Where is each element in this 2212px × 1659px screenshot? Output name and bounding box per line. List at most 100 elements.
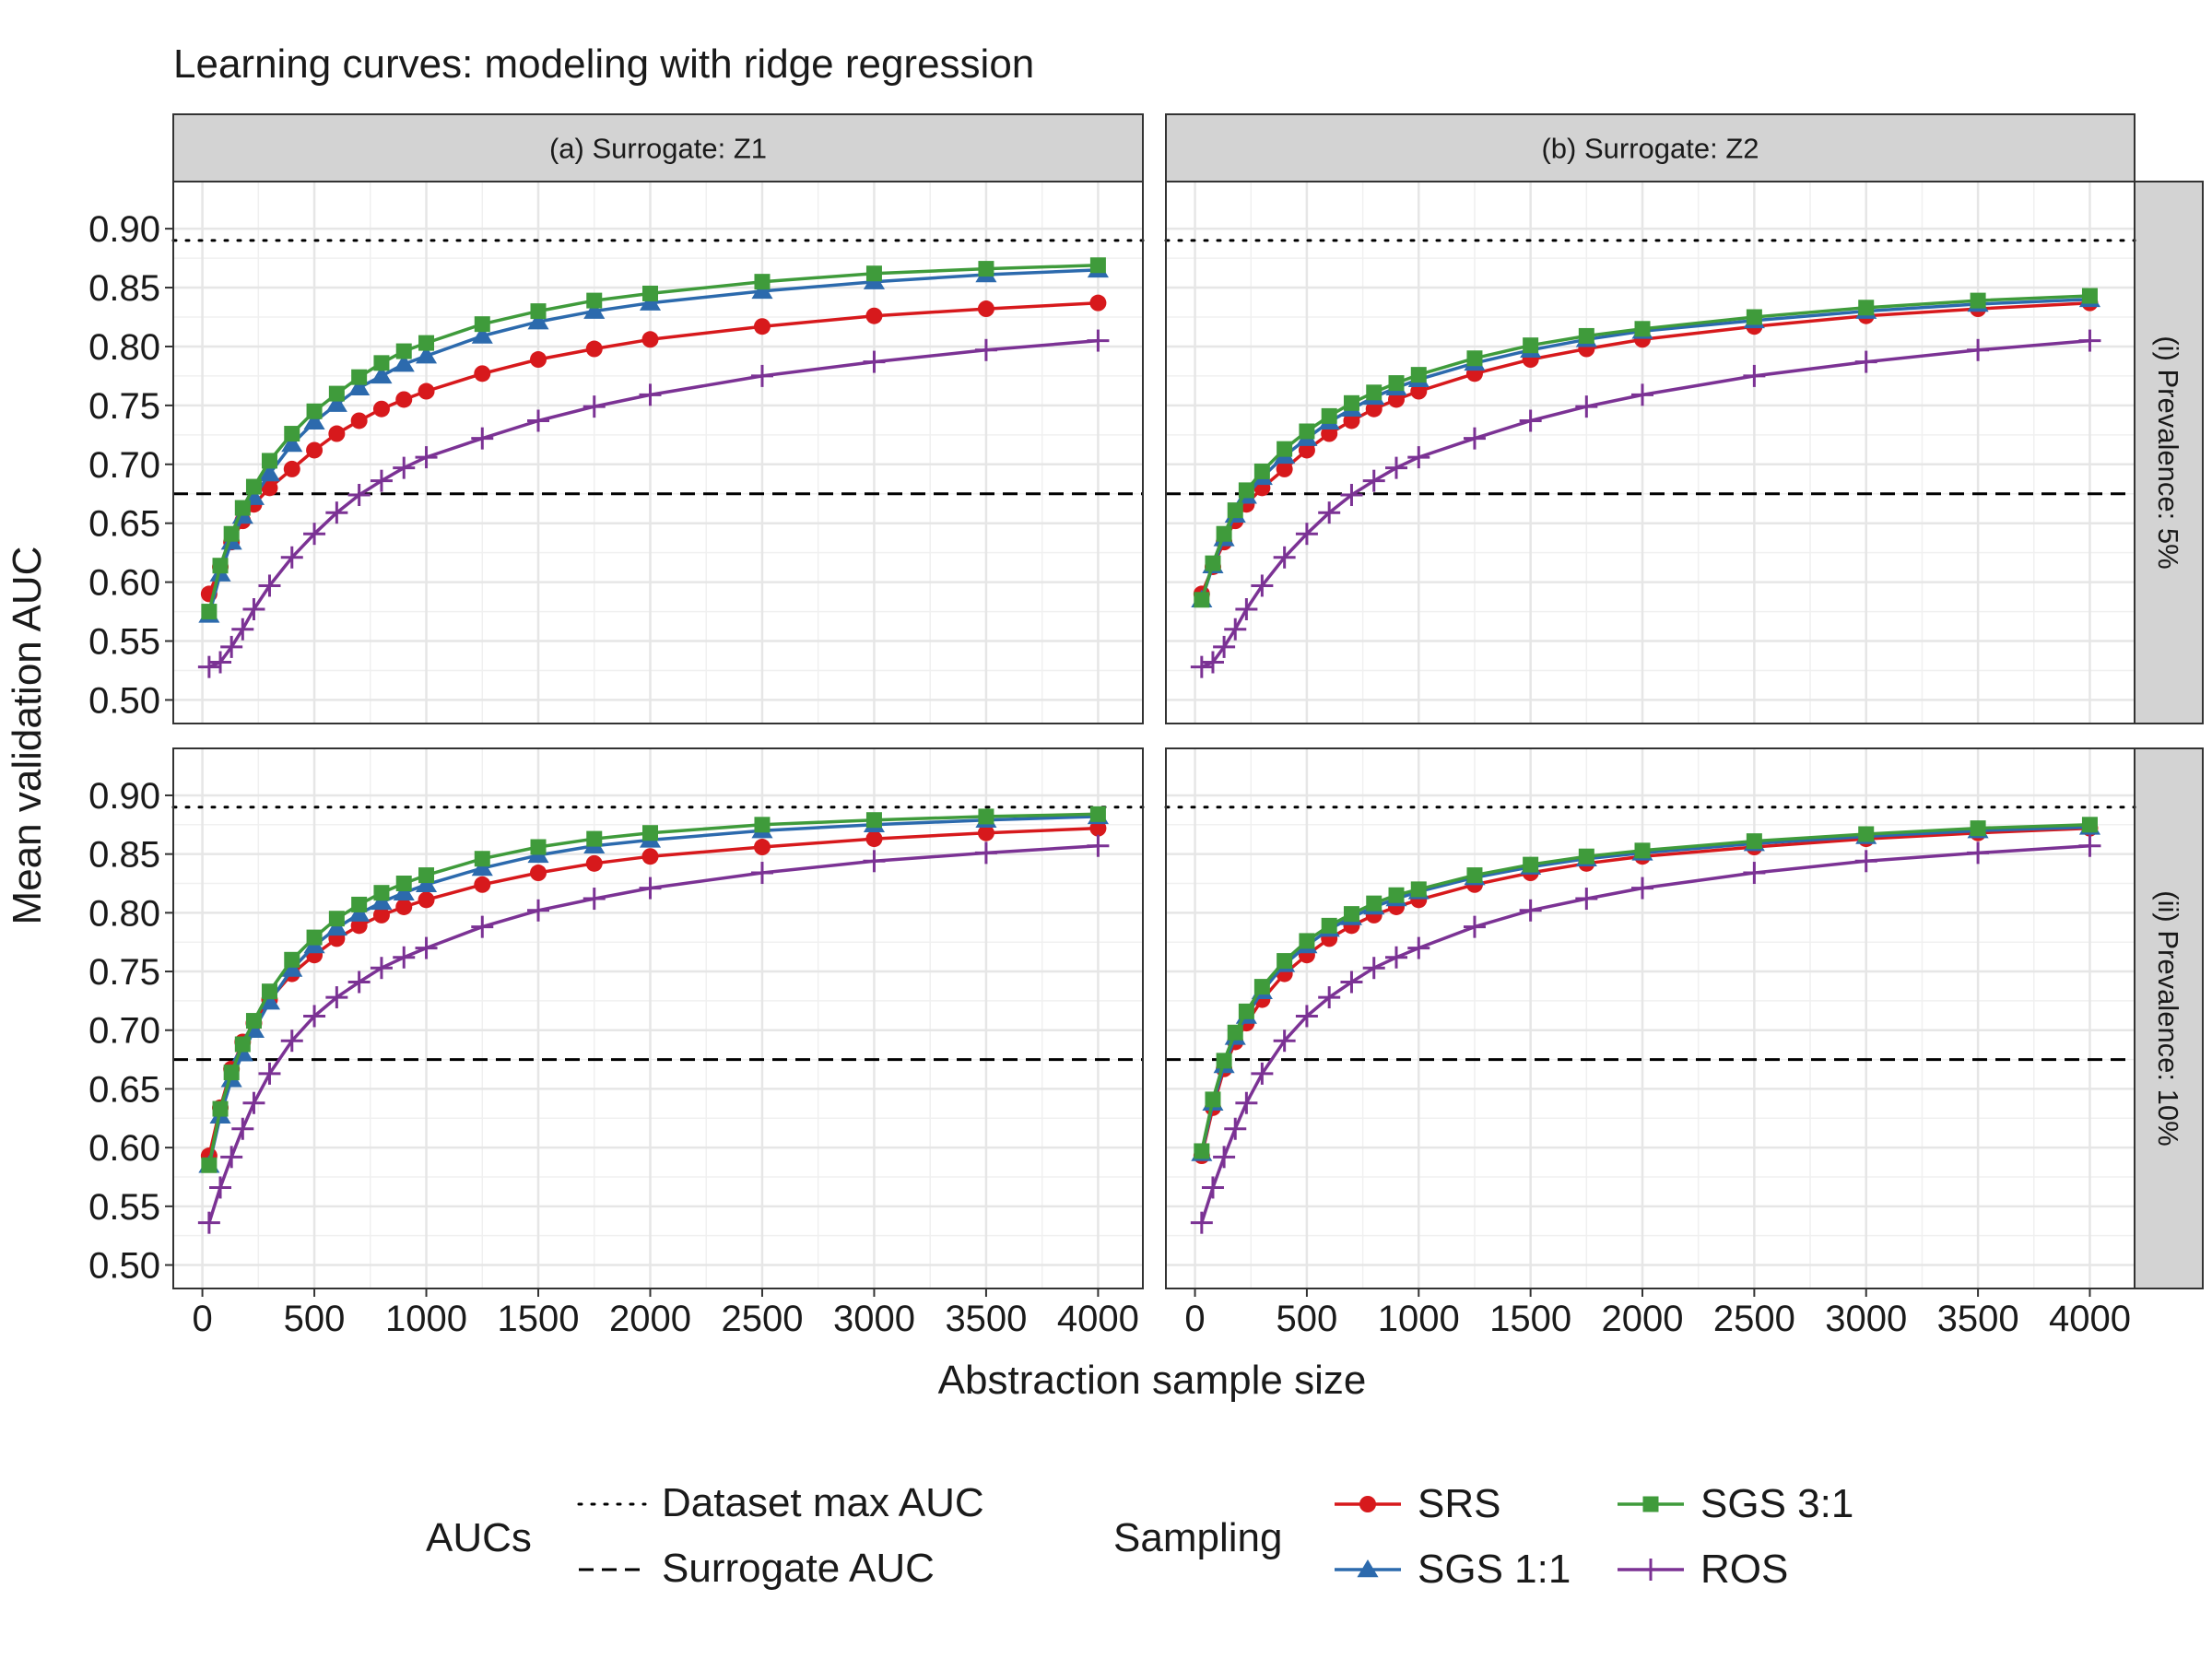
x-tick-label: 0	[1184, 1299, 1205, 1339]
y-tick-label: 0.80	[88, 893, 160, 934]
panel-3-ros-point	[393, 946, 416, 969]
y-tick-label: 0.70	[88, 1011, 160, 1052]
panel-2-ros-point	[1463, 427, 1486, 450]
panel-1-sgs-3-1-point	[754, 274, 771, 290]
panel-3-gridlines	[173, 748, 1143, 1288]
panel-3-ros-point	[863, 850, 886, 873]
panel-4-sgs-3-1-point	[1746, 833, 1762, 850]
panel-3-ros-point	[231, 1117, 254, 1140]
panel-2-srs-point	[1388, 391, 1406, 408]
panel-4-sgs-3-1-line	[1200, 823, 2090, 1152]
panel-1-sgs-3-1-point	[234, 500, 251, 516]
panel-1-srs-point	[306, 441, 324, 459]
panel-3-srs-point	[530, 865, 547, 882]
panel-2-srs-point	[1410, 382, 1428, 400]
panel-3-series-sgs-3-1	[201, 806, 1106, 1173]
panel-1-ros-point	[197, 655, 220, 678]
panel-3-sgs-3-1-point	[306, 929, 323, 946]
panel-3-sgs-3-1-point	[641, 825, 658, 841]
panel-2-ros-point	[1201, 651, 1224, 674]
y-tick-label: 0.75	[88, 952, 160, 993]
panel-2-sgs-3-1-point	[1746, 309, 1762, 325]
panel-1-ros-point	[258, 574, 281, 597]
panel-2-ros-point	[1407, 446, 1430, 469]
panel-2-ros-point	[1631, 383, 1654, 406]
panel-4-ros-point	[1190, 1211, 1213, 1234]
row-strip-label-1: (i) Prevalence: 5%	[2152, 335, 2184, 569]
legend-surrogate-label: Surrogate AUC	[662, 1546, 935, 1591]
panel-2-srs-point	[1321, 425, 1338, 442]
panel-1-sgs-1-1-point	[527, 312, 549, 330]
panel-1-ros-point	[974, 338, 997, 361]
panel-3-sgs-3-1-point	[328, 911, 345, 927]
panel-2-ros-point	[1235, 598, 1258, 621]
panel-1-srs-point	[977, 300, 994, 318]
panel-2-sgs-3-1-point	[2081, 288, 2098, 304]
panel-4-sgs-3-1-point	[1578, 848, 1594, 865]
panel-1-sgs-1-1-point	[325, 394, 347, 412]
panel-4-x-axis: 0 500 1000 1500 2000 2500 3000 3500 4000	[1184, 1288, 2131, 1339]
x-tick-label: 500	[1277, 1299, 1338, 1339]
panel-3-sgs-3-1-point	[530, 839, 547, 855]
panel-4-sgs-3-1-point	[1253, 979, 1270, 995]
panel-1-series-sgs-3-1	[201, 257, 1106, 620]
panel-1-sgs-1-1-point	[371, 365, 393, 384]
panel-1-ros-point	[242, 598, 265, 621]
panel-3-ros-point	[280, 1030, 303, 1053]
panel-4-ros-point	[1273, 1030, 1296, 1053]
panel-1-sgs-3-1-point	[978, 261, 994, 277]
panel-2-ros-point	[1318, 501, 1341, 524]
panel-3-ros-point	[370, 957, 393, 980]
panel-3-sgs-3-1-point	[754, 817, 771, 833]
panel-3-sgs-3-1-point	[1089, 806, 1106, 822]
y-tick-label: 0.55	[88, 1187, 160, 1228]
panel-4-ros-point	[1407, 936, 1430, 959]
panel-3-sgs-3-1-point	[201, 1157, 218, 1173]
panel-3-srs-point	[395, 898, 413, 915]
y-tick-label: 0.90	[88, 209, 160, 250]
panel-1: 0.50 0.55 0.60 0.65 0.70 0.75 0.80 0.85 0.90	[88, 181, 1145, 724]
panel-3-ros-point	[220, 1146, 243, 1169]
panel-4-ros-point	[1967, 841, 1990, 865]
panel-4-ros-point	[1201, 1176, 1224, 1199]
panel-3-sgs-3-1-point	[474, 851, 490, 867]
y-tick-label: 0.75	[88, 386, 160, 427]
x-tick-label: 2500	[721, 1299, 803, 1339]
panel-4-sgs-1-1-line	[1200, 825, 2090, 1154]
panel-2-sgs-3-1-point	[1194, 592, 1210, 608]
legend-sgs-3-1-label: SGS 3:1	[1700, 1481, 1853, 1526]
panel-1-srs-point	[753, 318, 771, 335]
panel-3-sgs-1-1-point	[415, 874, 438, 893]
legend-sampling-title: Sampling	[1113, 1515, 1282, 1560]
y-tick-label: 0.65	[88, 1069, 160, 1110]
panel-2-series-ros	[1190, 329, 2101, 678]
panel-3-x-axis: 0 500 1000 1500 2000 2500 3000 3500 4000	[192, 1288, 1139, 1339]
panel-4-series-sgs-1-1	[1191, 817, 2101, 1161]
panel-4-ros-line	[1200, 843, 2090, 1224]
panel-2-sgs-3-1-point	[1277, 441, 1293, 457]
panel-4-sgs-3-1-point	[1466, 867, 1483, 884]
panel-1-srs-point	[1089, 294, 1107, 312]
panel-4-ros-point	[1251, 1062, 1274, 1085]
panel-1-ros-point	[639, 383, 662, 406]
panel-1-ros-point	[863, 350, 886, 373]
panel-3-sgs-1-1-line	[207, 815, 1099, 1166]
panel-2-series-sgs-1-1	[1191, 288, 2101, 608]
y-tick-label: 0.50	[88, 1246, 160, 1287]
panel-3-ros-point	[415, 936, 438, 959]
panel-2-ros-point	[2078, 329, 2101, 352]
panel-2-ros-point	[1295, 523, 1318, 546]
panel-2-sgs-3-1-point	[1238, 482, 1254, 499]
panel-4-sgs-3-1-point	[1523, 856, 1539, 873]
x-tick-label: 1500	[498, 1299, 580, 1339]
panel-2-srs-point	[1298, 441, 1315, 459]
y-tick-label: 0.50	[88, 680, 160, 721]
panel-1-sgs-1-1-point	[258, 464, 281, 482]
row-strip-1: (i) Prevalence: 5%	[2134, 181, 2204, 724]
legend-ros-key-marker	[1640, 1559, 1662, 1581]
panel-2-ros-point	[1190, 655, 1213, 678]
panel-1-ros-point	[209, 651, 232, 674]
panel-1-sgs-3-1-point	[586, 292, 603, 309]
panel-1-sgs-1-1-point	[751, 280, 773, 300]
y-tick-label: 0.90	[88, 776, 160, 817]
